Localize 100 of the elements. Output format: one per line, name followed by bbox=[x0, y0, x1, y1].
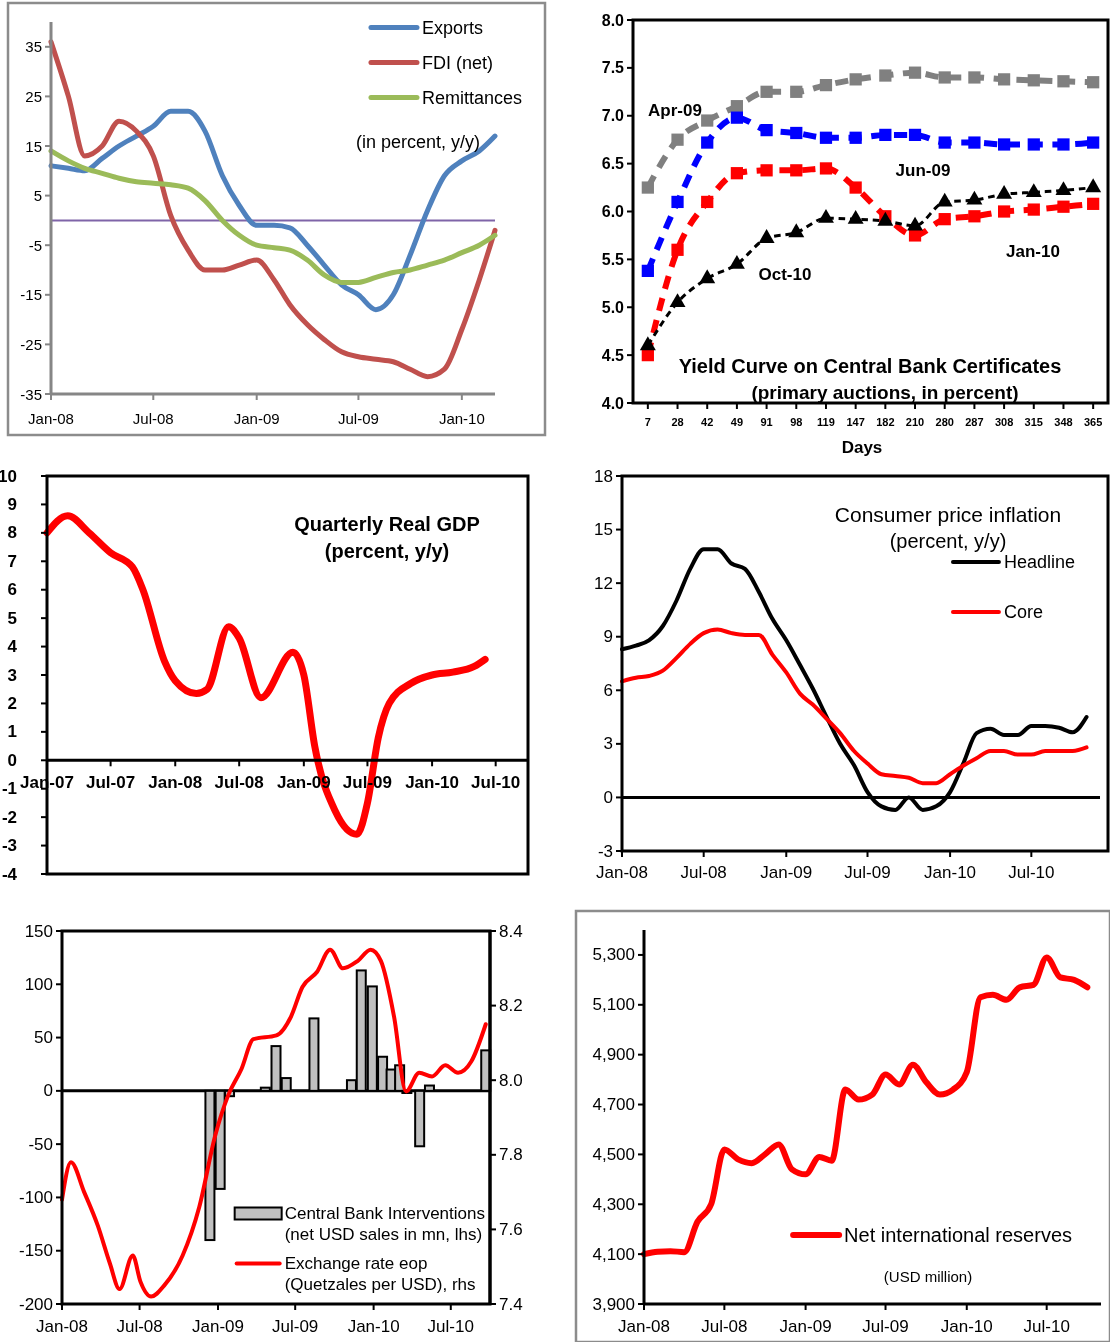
x-tick-label: 348 bbox=[1054, 416, 1073, 428]
x-tick-label: Jan-08 bbox=[36, 1316, 88, 1336]
legend-label: Exports bbox=[421, 17, 483, 38]
y-tick-label: 9 bbox=[603, 627, 613, 647]
text: (percent, y/y) bbox=[324, 540, 450, 562]
y-tick-label: 4 bbox=[7, 637, 18, 657]
x-tick-label: Jul-07 bbox=[86, 772, 136, 792]
x-tick-label: 280 bbox=[935, 416, 954, 428]
text: (percent, y/y) bbox=[889, 530, 1007, 552]
x-tick-label: Jan-08 bbox=[618, 1316, 670, 1336]
annotation: (USD million) bbox=[883, 1267, 973, 1285]
x-tick-label: Jan-09 bbox=[760, 862, 813, 882]
y-tick-label: -1 bbox=[1, 779, 17, 799]
x-tick-label: Jan-09 bbox=[779, 1316, 832, 1336]
y-tick-label: 12 bbox=[594, 573, 613, 593]
y-tick-label: 5.5 bbox=[601, 250, 625, 268]
x-tick-label: Jul-09 bbox=[338, 409, 379, 427]
y-tick-label: 4,500 bbox=[592, 1144, 635, 1164]
series-label: Oct-10 bbox=[758, 264, 812, 284]
x-tick-label: Jan-10 bbox=[940, 1316, 993, 1336]
y-tick-label: 8 bbox=[7, 523, 17, 543]
x-tick-label: 42 bbox=[701, 416, 714, 428]
x-tick-label: Jan-09 bbox=[192, 1316, 245, 1336]
legend-label: Core bbox=[1003, 602, 1043, 622]
y-tick-label: -2 bbox=[1, 807, 17, 827]
series-label: Jan-10 bbox=[1006, 241, 1060, 261]
y-tick-label: 7.0 bbox=[601, 107, 625, 125]
y-tick-label: -100 bbox=[18, 1187, 53, 1207]
series-label: Apr-09 bbox=[648, 100, 702, 120]
x-tick-label: Jul-08 bbox=[132, 409, 174, 427]
y-tick-label: 6 bbox=[7, 580, 17, 600]
y-tick-label: -3 bbox=[1, 836, 17, 856]
text: Yield Curve on Central Bank Certificates bbox=[678, 355, 1062, 377]
legend-label: Headline bbox=[1003, 552, 1076, 572]
y-tick-label: 4,900 bbox=[592, 1045, 635, 1065]
y-tick-label: -50 bbox=[28, 1134, 53, 1154]
y-tick-label: 35 bbox=[25, 38, 42, 56]
y2-tick-label: 7.8 bbox=[499, 1145, 523, 1165]
legend-label: Net international reserves bbox=[844, 1224, 1072, 1246]
x-tick-label: 28 bbox=[671, 416, 684, 428]
y-tick-label: 4,100 bbox=[592, 1244, 635, 1264]
x-tick-label: Jul-09 bbox=[272, 1316, 319, 1336]
x-tick-label: Jan-08 bbox=[148, 772, 203, 792]
y-tick-label: 6 bbox=[603, 680, 613, 700]
x-axis-title: Days bbox=[841, 437, 883, 457]
x-tick-label: 365 bbox=[1083, 416, 1103, 428]
y-tick-label: 10 bbox=[0, 466, 17, 486]
y-tick-label: 3 bbox=[7, 665, 17, 685]
x-tick-label: Jul-10 bbox=[1023, 1316, 1070, 1336]
y-tick-label: 3,900 bbox=[592, 1294, 635, 1314]
x-tick-label: Jul-08 bbox=[701, 1316, 748, 1336]
y2-tick-label: 8.2 bbox=[499, 996, 523, 1016]
y-tick-label: -35 bbox=[20, 385, 42, 403]
y-tick-label: 25 bbox=[25, 87, 42, 105]
y-tick-label: 0 bbox=[7, 750, 17, 770]
y-tick-label: 5 bbox=[7, 608, 17, 628]
y-tick-label: 4.5 bbox=[601, 346, 625, 364]
y-tick-label: 5,300 bbox=[592, 945, 635, 965]
y2-tick-label: 7.4 bbox=[499, 1294, 523, 1314]
x-tick-label: Jan-10 bbox=[347, 1316, 400, 1336]
y-tick-label: 150 bbox=[24, 921, 53, 941]
annotation: (in percent, y/y) bbox=[355, 132, 480, 152]
y-tick-label: 6.5 bbox=[601, 155, 625, 173]
y-tick-label: 9 bbox=[7, 494, 17, 514]
legend-label: Central Bank Interventions (net USD sales in mn, lhs) bbox=[284, 1204, 486, 1244]
x-tick-label: 147 bbox=[846, 416, 865, 428]
text: Consumer price inflation bbox=[834, 502, 1062, 526]
x-tick-label: 315 bbox=[1024, 416, 1043, 428]
x-tick-label: 49 bbox=[730, 416, 744, 428]
series-label: Jun-09 bbox=[895, 160, 951, 180]
x-tick-label: Jan-08 bbox=[596, 862, 648, 882]
y-tick-label: 5.0 bbox=[601, 298, 625, 316]
y-tick-label: 18 bbox=[594, 466, 613, 486]
y-tick-label: 0 bbox=[603, 787, 613, 807]
y-tick-label: 5,100 bbox=[592, 995, 635, 1015]
y-tick-label: 50 bbox=[34, 1028, 53, 1048]
x-tick-label: Jan-10 bbox=[405, 772, 460, 792]
y-tick-label: -15 bbox=[20, 286, 42, 304]
y-tick-label: 15 bbox=[25, 137, 42, 155]
y2-tick-label: 7.6 bbox=[499, 1219, 523, 1239]
x-tick-label: 91 bbox=[760, 416, 773, 428]
y-tick-label: 8.0 bbox=[601, 11, 625, 29]
x-tick-label: 7 bbox=[644, 416, 651, 428]
x-tick-label: 182 bbox=[876, 416, 895, 428]
y-tick-label: 4.0 bbox=[601, 394, 625, 412]
y-tick-label: 15 bbox=[594, 520, 613, 540]
x-tick-label: Jul-08 bbox=[214, 772, 264, 792]
y-tick-label: -4 bbox=[1, 864, 18, 884]
y-tick-label: 3 bbox=[603, 734, 613, 754]
legend-label: Remittances bbox=[421, 87, 523, 108]
y-tick-label: 5 bbox=[33, 187, 42, 205]
y-tick-label: -200 bbox=[18, 1294, 53, 1314]
x-tick-label: Jul-10 bbox=[471, 772, 521, 792]
legend-label: Exchange rate eop (Quetzales per USD), rhs bbox=[284, 1254, 476, 1294]
x-tick-label: Jul-08 bbox=[680, 862, 727, 882]
text: (primary auctions, in percent) bbox=[751, 381, 1019, 403]
x-tick-label: Jul-09 bbox=[844, 862, 891, 882]
x-tick-label: Jul-10 bbox=[1008, 862, 1055, 882]
y-tick-label: 2 bbox=[7, 693, 17, 713]
y2-tick-label: 8.0 bbox=[499, 1070, 523, 1090]
